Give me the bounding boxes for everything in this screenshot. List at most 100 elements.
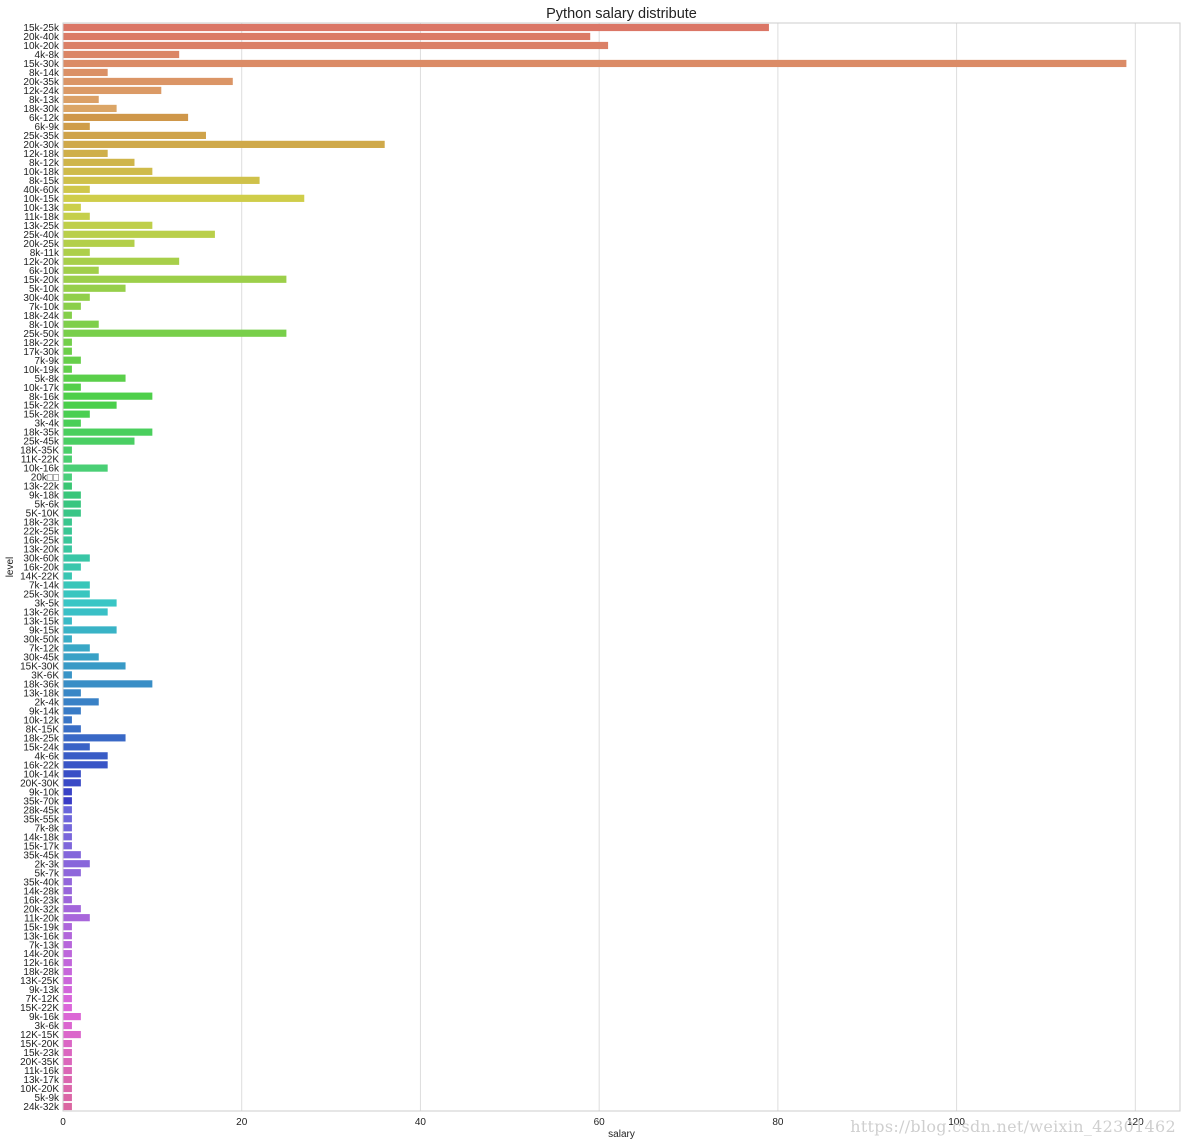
bar	[63, 536, 72, 544]
bar	[63, 392, 153, 400]
y-tick-label: 5k-10k	[29, 284, 60, 295]
bar	[63, 203, 81, 211]
bar	[63, 770, 81, 778]
y-tick-label: 10k-20k	[23, 41, 60, 52]
y-tick-label: 9k-18k	[29, 491, 60, 502]
y-tick-label: 25k-40k	[23, 230, 60, 241]
y-tick-label: 11k-18k	[24, 212, 60, 223]
bar	[63, 509, 81, 517]
y-tick-label: 25k-50k	[23, 329, 60, 340]
y-tick-label: 10k-12k	[23, 715, 60, 726]
bar	[63, 32, 591, 41]
bar	[63, 905, 81, 913]
bar	[63, 338, 72, 346]
bar	[63, 356, 81, 364]
bar	[63, 599, 117, 607]
x-tick-labels: 0 20 40 60 80 100 120	[60, 1117, 1144, 1128]
bar	[63, 131, 206, 139]
y-tick-label: 3k-5k	[35, 599, 60, 610]
y-tick-label: 7k-13k	[29, 940, 60, 951]
y-tick-label: 11K-22K	[21, 455, 60, 466]
y-tick-label: 11k-20k	[24, 913, 60, 924]
y-tick-label: 7K-12K	[26, 994, 60, 1005]
x-tick-label: 120	[1127, 1117, 1144, 1128]
y-tick-label: 25k-30k	[23, 590, 60, 601]
x-tick-label: 20	[236, 1117, 248, 1128]
y-tick-label: 13k-15k	[23, 617, 60, 628]
y-tick-label: 13k-18k	[23, 688, 60, 699]
bar	[63, 788, 72, 796]
y-tick-label: 9k-10k	[29, 787, 60, 798]
y-tick-label: 25k-45k	[23, 437, 60, 448]
bar	[63, 779, 81, 787]
bar	[63, 500, 81, 508]
bar	[63, 734, 126, 742]
y-tick-label: 13K-25K	[20, 976, 59, 987]
y-tick-label: 20K-35K	[20, 1057, 59, 1068]
bar	[63, 1075, 72, 1084]
y-tick-label: 4k-8k	[35, 50, 60, 61]
chart-title: Python salary distribute	[546, 6, 697, 22]
bar	[63, 653, 99, 661]
y-tick-label: 20k-30k	[23, 140, 60, 151]
y-tick-label: 9k-16k	[29, 1012, 60, 1023]
bar	[63, 716, 72, 724]
y-tick-label: 7k-10k	[29, 302, 60, 313]
bar	[63, 554, 90, 562]
bar	[63, 707, 81, 715]
y-tick-label: 15k-17k	[23, 841, 60, 852]
bar	[63, 1003, 72, 1012]
y-tick-label: 11k-16k	[24, 1066, 60, 1077]
y-axis-label: level	[5, 557, 16, 578]
y-tick-label: 35k-40k	[23, 877, 60, 888]
y-tick-label: 20k-40k	[23, 32, 60, 43]
x-tick-label: 80	[772, 1117, 784, 1128]
bar	[63, 419, 81, 427]
bar	[63, 158, 135, 166]
bar	[63, 410, 90, 418]
bar	[63, 545, 72, 553]
y-tick-label: 2k-4k	[35, 697, 60, 708]
bar	[63, 1039, 72, 1048]
bar	[63, 230, 215, 238]
bar	[63, 572, 72, 580]
bar	[63, 680, 153, 688]
y-tick-label: 9k-14k	[29, 706, 60, 717]
y-tick-label: 10k-17k	[23, 383, 60, 394]
bar	[63, 806, 72, 814]
y-tick-label: 35k-55k	[23, 814, 60, 825]
bar	[63, 626, 117, 634]
y-tick-label: 35k-45k	[23, 850, 60, 861]
y-tick-label: 20k-25k	[23, 239, 60, 250]
y-tick-label: 3K-6K	[31, 671, 59, 682]
y-tick-label: 18k-28k	[23, 967, 60, 978]
bar	[63, 1066, 72, 1075]
y-tick-label: 8k-13k	[29, 95, 60, 106]
bar	[63, 176, 260, 184]
bar	[63, 86, 162, 95]
y-tick-label: 24k-32k	[23, 1102, 60, 1113]
y-tick-label: 13k-20k	[23, 545, 60, 556]
y-tick-label: 15k-20k	[23, 275, 60, 286]
bar	[63, 527, 72, 535]
y-tick-label: 5k-6k	[35, 500, 60, 511]
bar	[63, 437, 135, 445]
y-tick-label: 3k-4k	[35, 419, 60, 430]
y-tick-label: 5k-7k	[35, 868, 60, 879]
bar	[63, 851, 81, 859]
y-tick-label: 7k-8k	[35, 823, 60, 834]
y-tick-label: 12k-16k	[23, 958, 60, 969]
bar	[63, 1012, 81, 1021]
y-tick-label: 30k-45k	[23, 653, 60, 664]
bar	[63, 212, 90, 220]
bar	[63, 797, 72, 805]
bar	[63, 50, 180, 59]
bar	[63, 374, 126, 382]
y-tick-label: 15k-24k	[23, 742, 60, 753]
bar	[63, 1057, 72, 1066]
bar	[63, 824, 72, 832]
y-tick-label: 5k-8k	[35, 374, 60, 385]
y-tick-label: 8k-14k	[29, 68, 60, 79]
bar	[63, 365, 72, 373]
bar	[63, 743, 90, 751]
